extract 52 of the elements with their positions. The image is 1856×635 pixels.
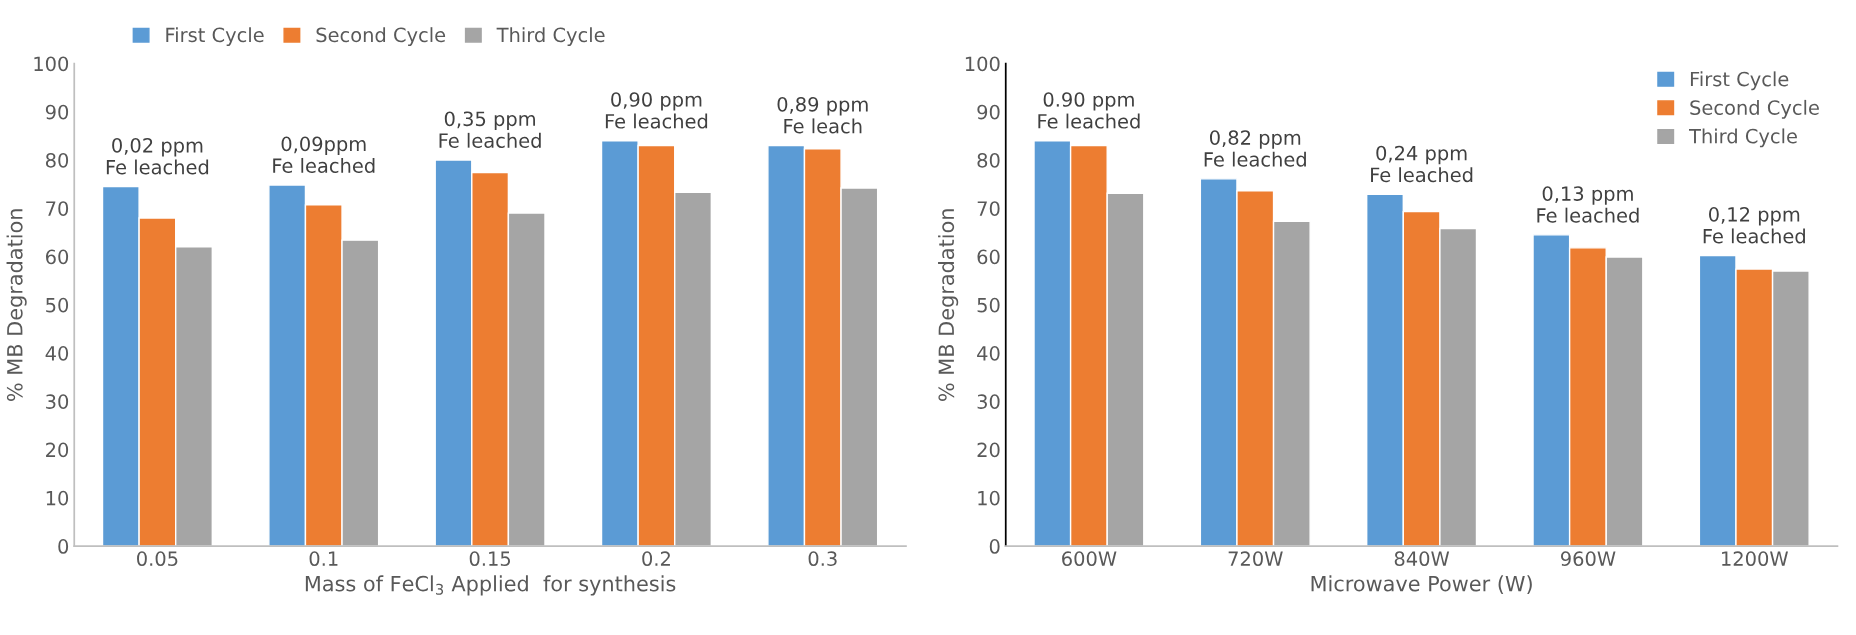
- y-axis-title: % MB Degradation: [6, 209, 27, 401]
- y-tick-label: 100: [965, 56, 1000, 72]
- y-tick-label: 70: [977, 201, 1000, 216]
- y-tick-label: 40: [977, 346, 1000, 361]
- y-tick-label: 90: [977, 104, 1000, 120]
- x-tick-label: 1200W: [1722, 551, 1788, 567]
- y-tick-label: 20: [977, 442, 1000, 458]
- y-tick-label: 100: [34, 56, 69, 72]
- y-tick-label: 20: [46, 442, 69, 458]
- y-tick-label: 80: [45, 152, 69, 168]
- y-tick-label: 60: [977, 249, 1000, 265]
- y-tick-label: 80: [977, 152, 1000, 168]
- x-tick-label: 600W: [1062, 551, 1117, 567]
- annotation: 0,02 ppm Fe leached: [106, 137, 209, 175]
- y-tick-label: 90: [45, 104, 69, 120]
- annotation: 0.90 ppm Fe leached: [1038, 92, 1140, 129]
- x-tick-label: 840W: [1394, 551, 1450, 567]
- annotation: 0,09ppm Fe leached: [273, 136, 375, 174]
- x-tick-label: 0.05: [137, 551, 178, 567]
- annotation: 0,82 ppm Fe leached: [1204, 130, 1306, 167]
- annotation: 0,35 ppm Fe leached: [439, 111, 541, 148]
- x-tick-label: 0.1: [309, 551, 338, 567]
- y-tick-label: 70: [46, 201, 69, 216]
- legend-label: Second Cycle: [1690, 99, 1819, 119]
- annotation: 0,89 ppm Fe leach: [777, 96, 868, 134]
- x-tick-label: 720W: [1228, 551, 1283, 567]
- y-tick-label: 50: [46, 297, 69, 313]
- legend-label: Second Cycle: [316, 27, 446, 46]
- x-tick-label: 0.15: [469, 551, 511, 567]
- legend-label: Third Cycle: [496, 27, 605, 46]
- x-tick-label: 0.3: [808, 551, 837, 567]
- annotation: 0,24 ppm Fe leached: [1371, 145, 1473, 183]
- legend-label: First Cycle: [1690, 71, 1789, 91]
- legend-label: First Cycle: [166, 27, 264, 46]
- y-tick-label: 10: [978, 490, 1000, 506]
- y-tick-label: 30: [977, 394, 1000, 409]
- annotation: 0,12 ppm Fe leached: [1703, 206, 1805, 244]
- y-tick-label: 0: [58, 539, 69, 554]
- x-tick-label: 0.2: [642, 551, 670, 567]
- y-tick-label: 40: [45, 346, 69, 361]
- x-axis-title: Microwave Power (W): [1311, 575, 1532, 594]
- y-tick-label: 0: [989, 539, 1000, 554]
- y-tick-label: 60: [45, 249, 69, 265]
- x-tick-label: 960W: [1560, 551, 1616, 567]
- annotation: 0,90 ppm Fe leached: [605, 92, 708, 129]
- y-tick-label: 50: [977, 297, 1000, 313]
- annotation: 0,13 ppm Fe leached: [1537, 186, 1639, 223]
- x-axis-title: Mass of FeCl$_{3}$ Applied for synthesis: [305, 575, 676, 596]
- y-tick-label: 30: [46, 394, 69, 409]
- y-axis-title: % MB Degradation: [938, 209, 959, 401]
- y-tick-label: 10: [46, 490, 69, 506]
- legend-label: Third Cycle: [1688, 128, 1797, 148]
